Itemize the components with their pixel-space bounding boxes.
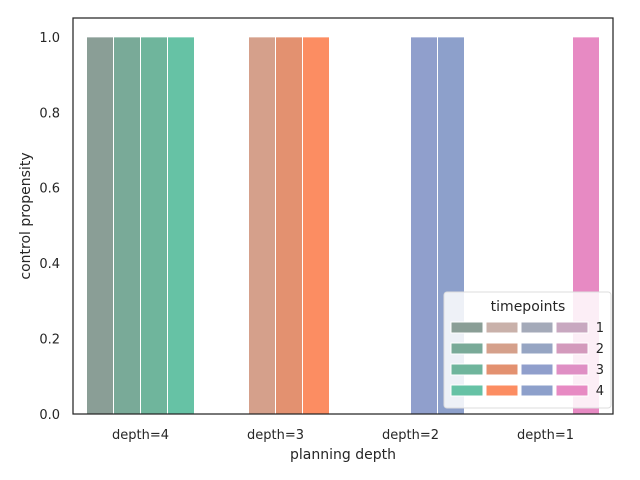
bar (167, 36, 195, 415)
legend-swatch (555, 342, 589, 355)
y-tick-label: 0.2 (39, 333, 60, 348)
bars-group (86, 36, 600, 415)
legend-swatch (450, 363, 484, 376)
legend-swatch (555, 384, 589, 397)
plot-frame (72, 17, 614, 415)
legend-swatch (450, 342, 484, 355)
x-tick-label: depth=1 (517, 428, 574, 443)
x-tick-label: depth=2 (382, 428, 439, 443)
legend-swatch (485, 321, 519, 334)
y-axis-ticks: 0.0 0.2 0.4 0.6 0.8 1.0 (39, 31, 60, 423)
bar (140, 36, 168, 415)
legend-entry-label: 2 (596, 342, 604, 357)
legend-swatch (555, 363, 589, 376)
y-tick-label: 0.0 (39, 408, 60, 423)
x-axis-ticks: depth=4 depth=3 depth=2 depth=1 (112, 428, 574, 443)
legend-swatch (450, 321, 484, 334)
y-tick-label: 0.4 (39, 257, 60, 272)
x-tick-label: depth=3 (247, 428, 304, 443)
bar (86, 36, 114, 415)
x-tick-label: depth=4 (112, 428, 169, 443)
legend-entry-label: 1 (596, 321, 604, 336)
y-axis-label: control propensity (18, 152, 34, 279)
y-tick-label: 1.0 (39, 31, 60, 46)
legend-swatch (485, 342, 519, 355)
legend-swatch (520, 321, 554, 334)
legend-swatch (520, 384, 554, 397)
legend-swatch (520, 342, 554, 355)
bar (248, 36, 276, 415)
bar (113, 36, 141, 415)
legend-title: timepoints (491, 299, 566, 315)
legend-swatch (555, 321, 589, 334)
x-axis-label: planning depth (290, 447, 396, 463)
legend-rows: 1 2 3 4 (450, 321, 604, 399)
bar (410, 36, 438, 415)
y-tick-label: 0.8 (39, 106, 60, 121)
legend: timepoints 1 2 3 4 (443, 291, 612, 409)
legend-entry-label: 3 (596, 363, 604, 378)
legend-swatch (485, 363, 519, 376)
y-tick-label: 0.6 (39, 182, 60, 197)
legend-entry-label: 4 (596, 384, 604, 399)
bar (302, 36, 330, 415)
legend-swatch (485, 384, 519, 397)
bar (275, 36, 303, 415)
legend-swatch (520, 363, 554, 376)
legend-swatch (450, 384, 484, 397)
